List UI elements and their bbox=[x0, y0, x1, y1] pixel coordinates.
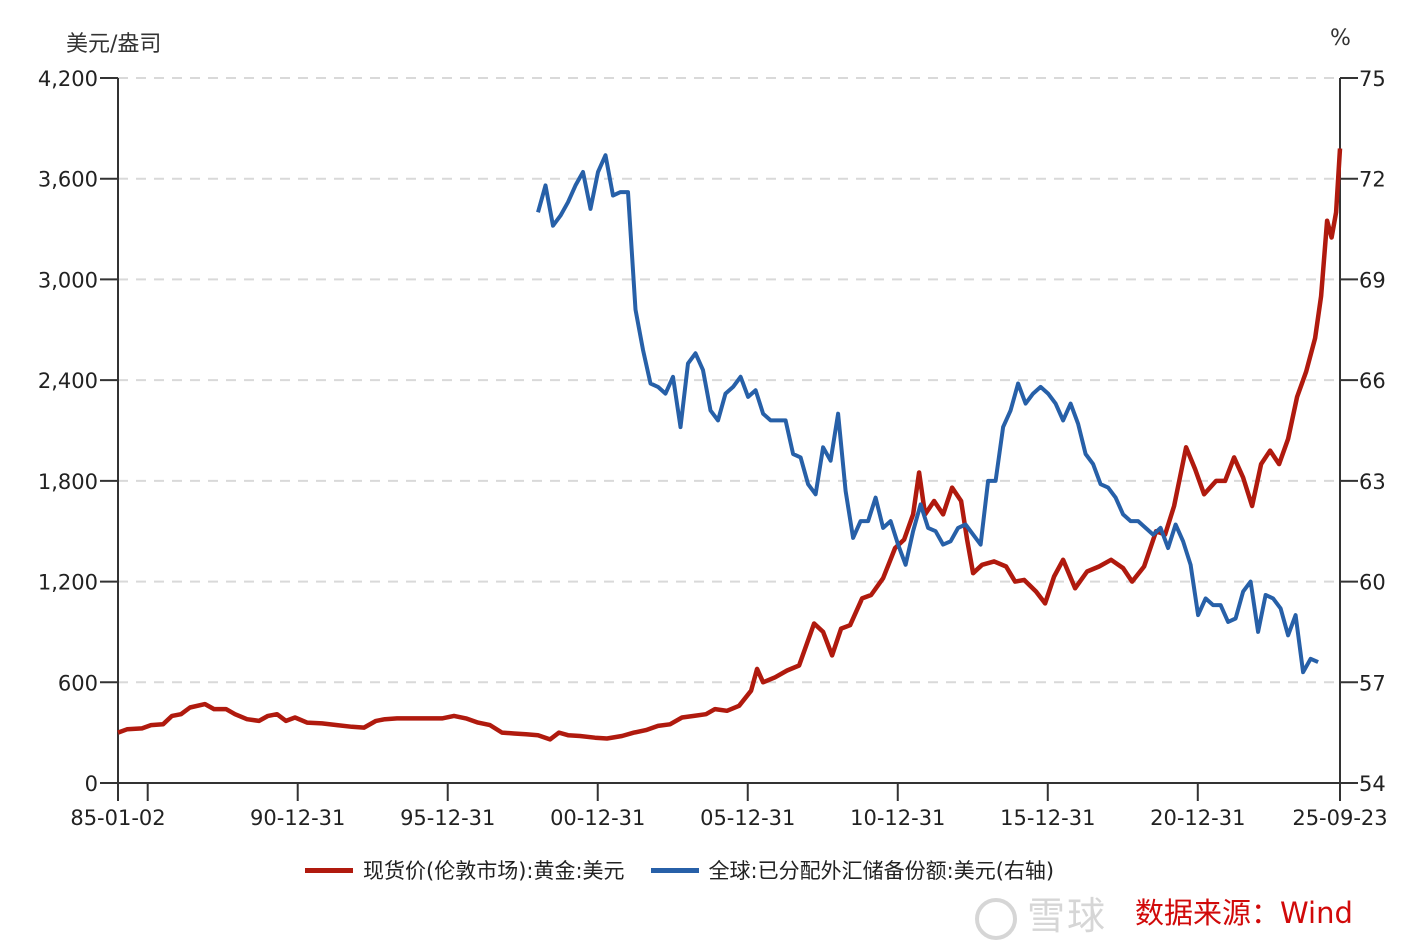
x-tick-label: 90-12-31 bbox=[250, 806, 345, 830]
legend: 现货价(伦敦市场):黄金:美元 全球:已分配外汇储备份额:美元(右轴) bbox=[305, 855, 1080, 885]
usd-reserve-share-line bbox=[536, 153, 1319, 675]
left-tick-label: 3,000 bbox=[38, 268, 98, 292]
left-tick-label: 600 bbox=[58, 671, 98, 695]
right-tick-label: 54 bbox=[1359, 772, 1386, 796]
legend-label-usd-share: 全球:已分配外汇储备份额:美元(右轴) bbox=[708, 859, 1055, 883]
right-tick-label: 72 bbox=[1359, 168, 1386, 192]
left-tick-label: 0 bbox=[85, 772, 98, 796]
right-tick-label: 63 bbox=[1359, 470, 1386, 494]
right-axis-unit: % bbox=[1330, 26, 1351, 51]
x-tick-label: 20-12-31 bbox=[1150, 806, 1245, 830]
left-tick-label: 1,200 bbox=[38, 571, 98, 595]
left-tick-label: 3,600 bbox=[38, 168, 98, 192]
right-tick-label: 60 bbox=[1359, 571, 1386, 595]
left-axis-unit: 美元/盎司 bbox=[66, 32, 162, 57]
right-tick-label: 57 bbox=[1359, 671, 1386, 695]
x-tick-label: 10-12-31 bbox=[850, 806, 945, 830]
x-tick-label: 85-01-02 bbox=[70, 806, 165, 830]
left-tick-label: 4,200 bbox=[38, 67, 98, 91]
data-source: 数据来源：Wind bbox=[1135, 896, 1353, 930]
legend-item-usd-share[interactable]: 全球:已分配外汇储备份额:美元(右轴) bbox=[650, 855, 1055, 885]
watermark-text: 雪球 bbox=[1027, 894, 1108, 938]
left-tick-label: 1,800 bbox=[38, 470, 98, 494]
right-tick-label: 66 bbox=[1359, 369, 1386, 393]
legend-label-gold: 现货价(伦敦市场):黄金:美元 bbox=[363, 859, 625, 883]
x-tick-label: 00-12-31 bbox=[550, 806, 645, 830]
x-tick-label: 95-12-31 bbox=[400, 806, 495, 830]
gold-price-line bbox=[117, 148, 1343, 742]
x-tick-label: 15-12-31 bbox=[1000, 806, 1095, 830]
legend-swatch-usd-share bbox=[650, 867, 699, 873]
legend-swatch-gold bbox=[305, 867, 353, 873]
right-tick-label: 69 bbox=[1359, 268, 1386, 292]
legend-item-gold[interactable]: 现货价(伦敦市场):黄金:美元 bbox=[305, 855, 625, 885]
x-tick-label: 25-09-23 bbox=[1292, 806, 1387, 830]
x-tick-label: 05-12-31 bbox=[700, 806, 795, 830]
snowball-logo-icon bbox=[975, 897, 1017, 940]
watermark: 雪球 bbox=[975, 885, 1107, 940]
right-tick-label: 75 bbox=[1359, 67, 1386, 91]
left-tick-label: 2,400 bbox=[38, 369, 98, 393]
